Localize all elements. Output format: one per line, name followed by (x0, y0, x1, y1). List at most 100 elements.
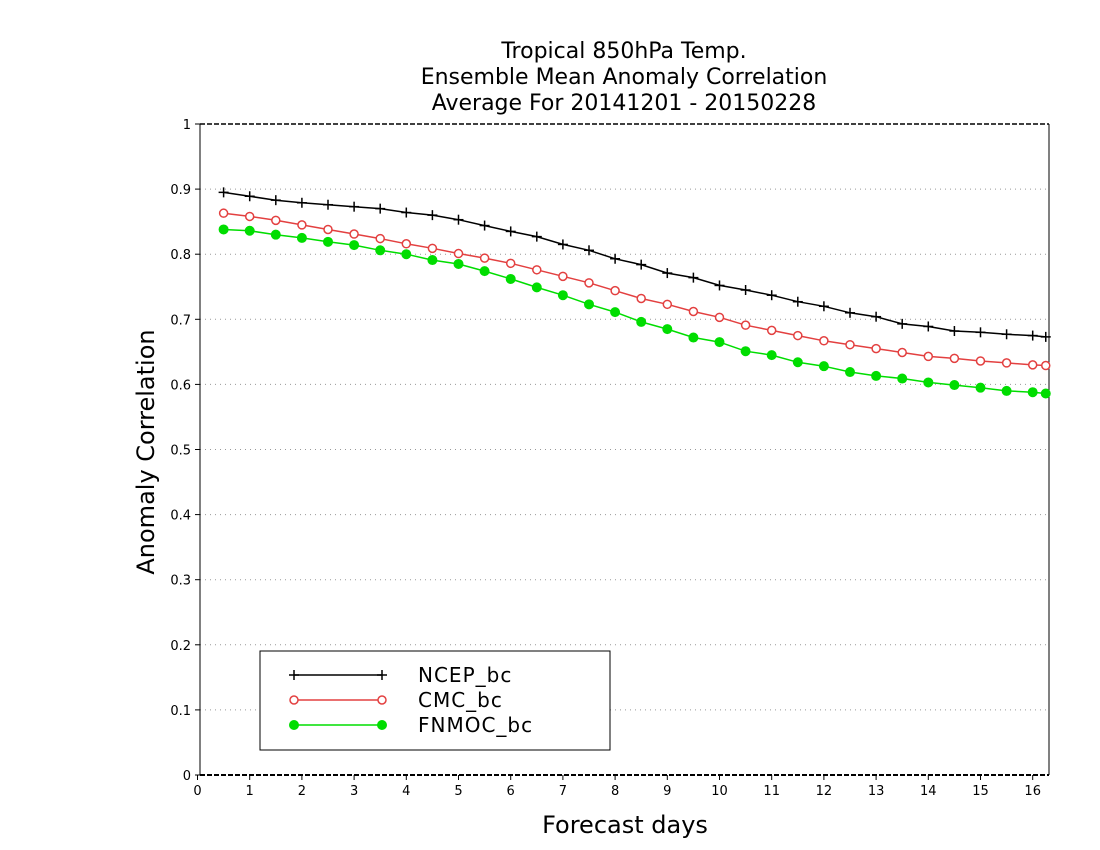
x-tick-label: 10 (711, 784, 728, 799)
legend-item-fnmoc-bc: FNMOC_bc (289, 713, 533, 737)
axis-ticks: 00.10.20.30.40.50.60.70.80.910 1 2 3 4 5 6 7 8 9 1… (170, 118, 1041, 799)
x-tick-label: 15 (972, 784, 989, 799)
series-fnmoc-bc (218, 224, 1051, 399)
series-cmc-bc (218, 208, 1051, 371)
data-point-ncep-bc (505, 226, 516, 237)
data-point-ncep-bc (871, 311, 882, 322)
data-point-ncep-bc (323, 199, 333, 210)
data-point-fnmoc-bc (923, 377, 934, 388)
legend-label: FNMOC_bc (418, 713, 533, 737)
x-tick-label: 12 (816, 784, 833, 799)
legend-marker (289, 670, 299, 680)
y-tick-label: 0.2 (170, 639, 191, 654)
data-point-cmc-bc (871, 343, 881, 354)
legend-item-ncep-bc: NCEP_bc (289, 663, 512, 687)
data-point-ncep-bc (766, 290, 777, 301)
data-point-cmc-bc (218, 208, 229, 218)
y-tick-label: 0.9 (170, 183, 191, 198)
legend-label: NCEP_bc (418, 663, 512, 687)
data-point-ncep-bc (688, 272, 699, 283)
data-point-cmc-bc (532, 265, 542, 275)
data-point-ncep-bc (270, 195, 281, 206)
series-line-cmc-bc (223, 212, 1046, 367)
data-point-ncep-bc (610, 253, 621, 264)
data-point-cmc-bc (610, 285, 620, 296)
legend-label: CMC_bc (418, 688, 503, 712)
x-axis-label: Forecast days (542, 811, 708, 839)
data-point-ncep-bc (636, 259, 647, 270)
x-tick-label: 13 (868, 784, 885, 799)
y-tick-label: 0.3 (170, 574, 191, 589)
data-point-ncep-bc (1040, 331, 1051, 342)
data-point-ncep-bc (818, 301, 829, 312)
data-point-cmc-bc (1001, 358, 1012, 368)
x-tick-label: 7 (559, 784, 567, 799)
data-point-ncep-bc (714, 280, 725, 291)
data-point-fnmoc-bc (270, 229, 281, 240)
data-point-ncep-bc (453, 214, 464, 225)
y-tick-label: 0.7 (170, 313, 191, 328)
data-point-ncep-bc (923, 321, 934, 332)
data-point-ncep-bc (845, 307, 855, 318)
data-point-cmc-bc (714, 312, 725, 323)
data-point-cmc-bc (766, 325, 777, 336)
x-tick-label: 11 (763, 784, 780, 799)
data-point-ncep-bc (897, 318, 908, 329)
data-point-fnmoc-bc (714, 337, 725, 348)
data-point-cmc-bc (975, 356, 986, 366)
data-point-ncep-bc (296, 197, 307, 208)
data-point-ncep-bc (1027, 330, 1038, 341)
data-point-fnmoc-bc (1040, 388, 1051, 399)
series-line-ncep-bc (223, 191, 1046, 338)
data-point-cmc-bc (1041, 360, 1051, 371)
data-point-ncep-bc (584, 245, 594, 256)
data-point-cmc-bc (923, 351, 934, 362)
data-point-cmc-bc (949, 353, 960, 364)
data-point-fnmoc-bc (453, 258, 464, 269)
data-point-fnmoc-bc (427, 255, 438, 266)
x-tick-label: 1 (246, 784, 254, 799)
data-point-ncep-bc (479, 220, 490, 231)
data-point-cmc-bc (505, 258, 516, 269)
data-point-fnmoc-bc (505, 273, 516, 284)
data-point-fnmoc-bc (401, 249, 412, 260)
data-point-fnmoc-bc (610, 307, 621, 318)
data-point-cmc-bc (323, 224, 333, 235)
data-point-cmc-bc (793, 330, 803, 341)
data-point-ncep-bc (949, 326, 960, 337)
data-point-fnmoc-bc (1027, 387, 1038, 398)
x-tick-label: 0 (193, 784, 201, 799)
y-tick-label: 0 (183, 769, 191, 784)
data-point-fnmoc-bc (375, 245, 386, 256)
data-point-ncep-bc (531, 231, 542, 242)
data-point-ncep-bc (427, 210, 438, 221)
y-tick-label: 0.6 (170, 378, 191, 393)
data-point-cmc-bc (558, 271, 568, 282)
data-point-fnmoc-bc (296, 232, 307, 243)
data-point-fnmoc-bc (949, 380, 960, 391)
data-point-fnmoc-bc (1001, 385, 1012, 396)
x-tick-label: 3 (350, 784, 358, 799)
x-tick-label: 6 (507, 784, 515, 799)
data-point-fnmoc-bc (792, 357, 803, 368)
y-axis-label: Anomaly Correlation (132, 329, 160, 574)
data-point-fnmoc-bc (688, 332, 699, 343)
series-ncep-bc (218, 187, 1051, 342)
data-point-ncep-bc (375, 203, 386, 214)
data-point-fnmoc-bc (845, 367, 855, 378)
data-point-cmc-bc (271, 215, 281, 226)
chart-title-line-1: Tropical 850hPa Temp. (500, 39, 746, 64)
data-point-cmc-bc (401, 239, 412, 249)
data-point-ncep-bc (401, 207, 412, 218)
x-tick-label: 14 (920, 784, 937, 799)
data-point-cmc-bc (479, 253, 490, 263)
data-point-ncep-bc (975, 327, 986, 338)
data-point-cmc-bc (662, 299, 673, 310)
data-point-fnmoc-bc (218, 224, 229, 235)
data-point-ncep-bc (740, 285, 751, 296)
x-tick-label: 4 (402, 784, 410, 799)
data-point-fnmoc-bc (244, 225, 255, 236)
data-point-cmc-bc (897, 347, 907, 358)
